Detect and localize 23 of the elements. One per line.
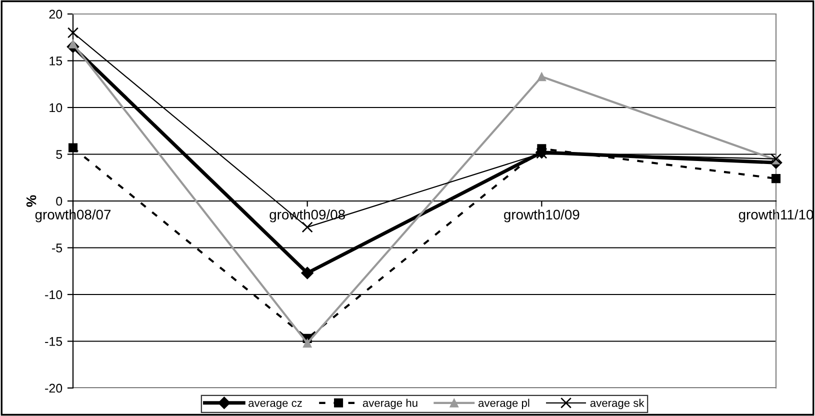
point	[301, 266, 314, 280]
y-tick-label: -10	[45, 290, 62, 300]
point	[302, 338, 312, 348]
y-tick-label: -20	[45, 384, 62, 393]
legend-label: average sk	[590, 398, 644, 410]
y-tick-label: 10	[50, 103, 62, 112]
point	[302, 222, 313, 233]
y-tick-label: 0	[56, 196, 62, 206]
y-tick-label: -15	[45, 337, 62, 346]
x-tick-label: growth10/09	[504, 209, 580, 222]
legend-label: average pl	[478, 398, 530, 410]
y-axis-title: %	[26, 195, 36, 207]
legend-label: average hu	[362, 398, 418, 410]
y-tick-label: 20	[49, 10, 62, 19]
y-tick-label: -5	[52, 244, 62, 252]
point	[537, 72, 546, 82]
legend-label: average cz	[248, 400, 302, 410]
point	[68, 143, 78, 152]
point	[771, 174, 781, 184]
point	[67, 27, 79, 38]
y-tick-label: 15	[50, 56, 62, 66]
y-tick-label: 5	[56, 150, 62, 159]
point	[68, 39, 78, 48]
